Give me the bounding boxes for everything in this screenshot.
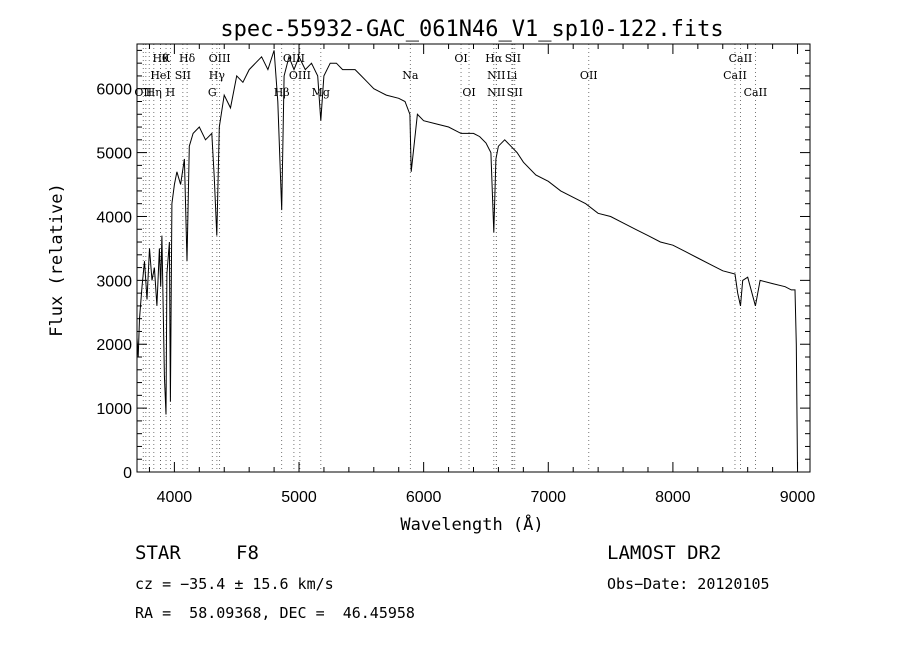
line-marker-label-24: Li (506, 69, 517, 82)
line-marker-label-17: Na (402, 69, 419, 82)
y-tick-label-6000: 6000 (96, 82, 132, 99)
line-marker-label-12: OIII (209, 52, 231, 65)
y-tick-label-2000: 2000 (96, 337, 132, 354)
coordinates: RA = 58.09368, DEC = 46.45958 (135, 604, 415, 622)
x-tick-label-6000: 6000 (406, 489, 442, 506)
y-tick-label-4000: 4000 (96, 209, 132, 226)
line-marker-label-23: SII (505, 52, 521, 65)
line-marker-label-0: OII (134, 86, 152, 99)
plot-frame (136, 43, 811, 473)
y-tick-label-1000: 1000 (96, 401, 132, 418)
spectrum-line (136, 50, 798, 469)
line-markers (142, 44, 756, 472)
line-marker-labels: OIIHηHθHeIKHSIIHδGHγOIIIHβOIIIOIIIMgNaOI… (134, 52, 767, 99)
x-axis-label: Wavelength (Å) (400, 513, 543, 535)
line-marker-label-28: CaII (729, 52, 753, 65)
x-tick-label-9000: 9000 (780, 489, 816, 506)
line-marker-label-5: HeI (150, 69, 170, 82)
line-marker-label-15: OIII (289, 69, 311, 82)
subclass: F8 (236, 542, 259, 564)
line-marker-label-22: NII (487, 86, 505, 99)
line-marker-label-29: CaII (744, 86, 768, 99)
y-axis-label: Flux (relative) (47, 183, 67, 337)
line-marker-label-14: OIII (283, 52, 305, 65)
line-marker-label-6: K (162, 52, 171, 65)
x-tick-label-4000: 4000 (157, 489, 193, 506)
line-marker-label-18: OI (454, 52, 467, 65)
line-marker-label-25: SII (507, 86, 523, 99)
line-marker-label-9: Hδ (179, 52, 196, 65)
line-marker-label-13: Hβ (274, 86, 290, 99)
x-axis: 4000 5000 6000 7000 8000 9000 (148, 44, 816, 506)
line-marker-label-4: Hθ (152, 52, 169, 65)
line-marker-label-10: G (208, 86, 217, 99)
line-marker-label-11: Hγ (209, 69, 226, 82)
line-marker-label-26: OII (580, 69, 598, 82)
obs-date: Obs−Date: 20120105 (607, 575, 770, 593)
y-tick-label-5000: 5000 (96, 146, 132, 163)
y-axis: 0 1000 2000 3000 4000 5000 6000 (96, 49, 810, 482)
line-marker-label-7: H (166, 86, 176, 99)
object-class: STAR (135, 542, 181, 564)
line-marker-label-21: NII (487, 69, 505, 82)
chart-title: spec-55932-GAC_061N46_V1_sp10-122.fits (220, 17, 723, 42)
line-marker-label-19: OI (462, 86, 475, 99)
x-tick-label-7000: 7000 (530, 489, 566, 506)
survey-name: LAMOST DR2 (607, 542, 722, 564)
line-marker-label-20: Hα (485, 52, 503, 65)
x-tick-label-8000: 8000 (655, 489, 691, 506)
line-marker-label-3: Hη (146, 86, 162, 99)
x-tick-label-5000: 5000 (281, 489, 317, 506)
line-marker-label-8: SII (175, 69, 191, 82)
line-marker-label-16: Mg (312, 86, 330, 99)
line-marker-label-27: CaII (723, 69, 747, 82)
y-tick-label-3000: 3000 (96, 273, 132, 290)
y-tick-label-0: 0 (123, 465, 132, 482)
redshift-cz: cz = −35.4 ± 15.6 km/s (135, 575, 334, 593)
